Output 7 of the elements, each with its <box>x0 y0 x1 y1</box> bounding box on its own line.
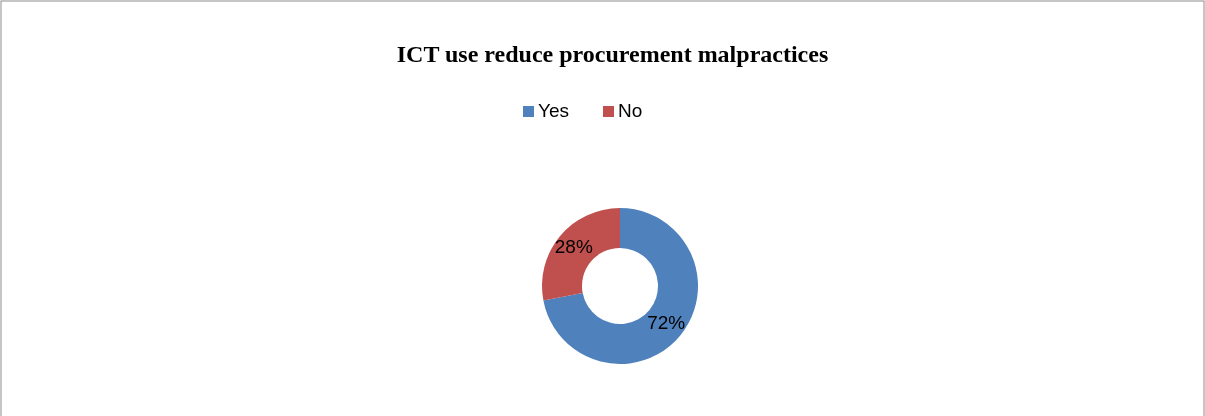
data-label: 72% <box>647 312 686 334</box>
donut-slice <box>543 208 698 364</box>
chart-title: ICT use reduce procurement malpractices <box>396 41 829 67</box>
legend-label: Yes <box>538 100 569 121</box>
data-label: 28% <box>554 235 593 257</box>
donut-slice <box>542 208 620 301</box>
legend-label: No <box>618 100 643 121</box>
